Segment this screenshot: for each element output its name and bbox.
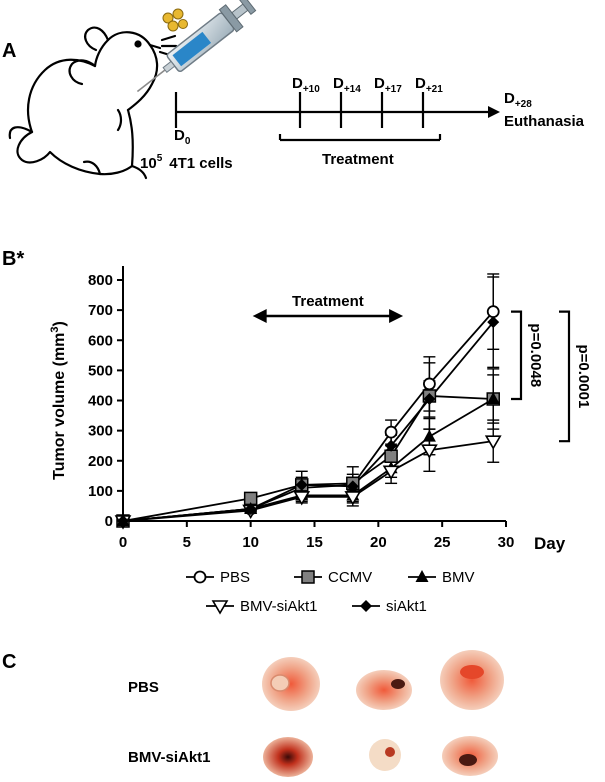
data-point-siakt1 — [487, 316, 500, 329]
y-tick-label: 200 — [88, 453, 113, 470]
timeline-day-21: D+21 — [415, 75, 443, 95]
y-tick-label: 400 — [88, 393, 113, 410]
legend-marker-bmv — [415, 570, 429, 582]
y-tick-label: 800 — [88, 272, 113, 289]
data-point-bmv-siakt1 — [293, 491, 311, 506]
data-point-ccmv — [384, 449, 398, 463]
data-point-bmv-siakt1 — [421, 444, 438, 459]
timeline-day-14: D+14 — [333, 75, 361, 95]
y-tick-label: 100 — [88, 483, 113, 500]
tumor-volume-chart: 0 100 200 300 400 500 600 700 800 0 5 10 15 20 25 30 Day… — [49, 266, 592, 615]
data-point-bmv — [486, 391, 500, 404]
x-tick-label: 0 — [119, 534, 127, 551]
legend-label-pbs: PBS — [220, 569, 250, 586]
timeline-day-17: D+17 — [374, 75, 402, 95]
legend-marker-ccmv — [301, 570, 315, 584]
significance-0048-label: p=0.0048 — [527, 323, 544, 387]
treatment-arrow-left-icon — [252, 309, 267, 323]
panel-label-a: A — [2, 40, 16, 62]
legend-label-ccmv: CCMV — [328, 569, 372, 586]
timeline-day-0: D0 — [174, 127, 191, 147]
legend-label-bmv-siakt1: BMV-siAkt1 — [240, 598, 318, 615]
x-tick-label: 25 — [434, 534, 451, 551]
timeline-day-10: D+10 — [292, 75, 320, 95]
series-line-ccmv — [122, 395, 494, 522]
mouse-illustration — [8, 26, 178, 180]
y-tick-label: 600 — [88, 332, 113, 349]
data-point-siakt1 — [244, 502, 257, 515]
y-tick-label: 700 — [88, 302, 113, 319]
timeline-day-28: D+28 — [504, 90, 532, 110]
photo-row-label-bmv-siakt1: BMV-siAkt1 — [128, 749, 211, 766]
data-point-pbs — [422, 377, 436, 391]
photo-row-label-pbs: PBS — [128, 679, 159, 696]
data-point-siakt1 — [423, 392, 436, 405]
treatment-arrow-right-icon — [389, 309, 404, 323]
legend-label-bmv: BMV — [442, 569, 475, 586]
legend-marker-siakt1 — [360, 600, 372, 612]
tumor-photo-pbs-1 — [262, 657, 320, 711]
significance-0001-label: p=0.0001 — [575, 344, 592, 408]
legend-marker-bmv-siakt1 — [211, 600, 229, 615]
treatment-label: Treatment — [292, 293, 364, 310]
timeline-treatment-label: Treatment — [322, 151, 394, 168]
syringe-icon — [136, 0, 257, 93]
y-tick-label: 500 — [88, 362, 113, 379]
data-point-siakt1 — [117, 515, 129, 527]
tumor-photo-bmv-siakt1-3 — [442, 736, 498, 776]
tumor-photo-bmv-siakt1-1 — [263, 737, 313, 777]
cells-label: 105 4T1 cells — [140, 153, 233, 172]
legend-label-siakt1: siAkt1 — [386, 598, 427, 615]
y-tick-label: 0 — [105, 513, 113, 530]
data-point-bmv-siakt1 — [484, 435, 502, 450]
x-tick-label: 10 — [242, 534, 259, 551]
x-tick-label: 30 — [498, 534, 515, 551]
data-point-bmv — [422, 429, 436, 442]
x-tick-label: 15 — [306, 534, 323, 551]
tumor-photo-bmv-siakt1-2 — [369, 739, 401, 771]
timeline — [174, 92, 490, 142]
significance-0001-bracket — [559, 310, 571, 443]
data-point-siakt1 — [346, 480, 359, 493]
tumor-photo-pbs-2 — [356, 670, 412, 710]
data-point-siakt1 — [385, 439, 398, 452]
y-tick-label: 300 — [88, 423, 113, 440]
panel-label-b: B* — [2, 248, 24, 270]
data-point-pbs — [486, 305, 500, 319]
series-line-bmv — [122, 398, 494, 522]
significance-0048-bracket — [511, 310, 523, 401]
legend-marker-pbs — [193, 570, 207, 584]
data-point-bmv-siakt1 — [382, 465, 400, 480]
x-axis-label: Day — [534, 534, 566, 553]
timeline-arrow-icon — [488, 106, 500, 118]
panel-label-c: C — [2, 651, 16, 673]
virus-particles-icon — [162, 8, 188, 32]
x-tick-label: 20 — [370, 534, 387, 551]
data-point-siakt1 — [295, 478, 308, 491]
euthanasia-label: Euthanasia — [504, 113, 585, 130]
data-point-pbs — [384, 425, 398, 439]
y-axis-label: Tumor volume (mm3) — [49, 321, 68, 480]
tumor-photo-pbs-3 — [440, 650, 504, 710]
x-tick-label: 5 — [183, 534, 191, 551]
